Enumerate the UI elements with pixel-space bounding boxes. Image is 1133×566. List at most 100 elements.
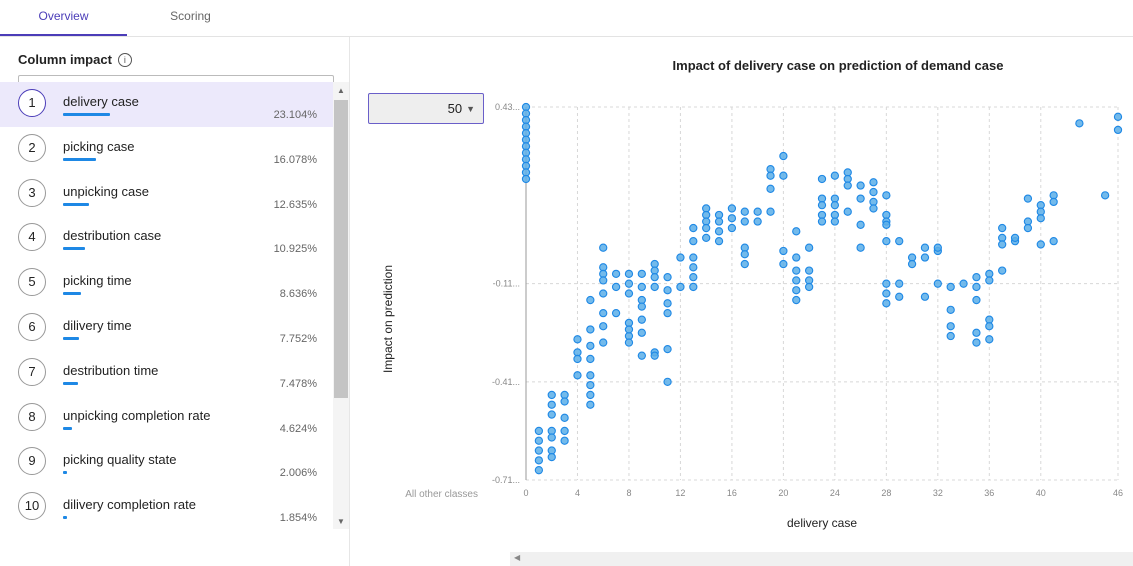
data-point [573,371,582,380]
other-classes-label: All other classes [405,489,478,500]
data-point [753,207,762,216]
impact-bar [63,113,110,116]
column-item[interactable]: 3 unpicking case 12.635% [0,172,333,217]
points-count-dropdown[interactable]: 50 ▼ [368,93,484,124]
impact-bar [63,157,96,161]
impact-bar [63,426,72,430]
impact-percent: 7.478% [279,377,317,390]
data-point [676,282,685,292]
data-point [586,371,595,380]
x-tick-label: 16 [727,488,737,498]
x-tick-label: 36 [984,488,994,498]
data-point [689,253,698,262]
impact-percent: 16.078% [273,153,317,166]
data-point [560,426,569,436]
data-point [534,436,544,445]
data-point [972,295,981,305]
x-tick-label: 28 [881,488,891,498]
column-item[interactable]: 7 destribution time 7.478% [0,351,333,396]
data-point [804,282,814,292]
data-point [959,279,968,288]
scroll-left-arrow-icon[interactable]: ◀ [514,553,521,562]
tab-bar: Overview Scoring [0,0,1133,37]
data-point [869,178,878,187]
data-point [817,174,827,184]
list-scrollbar-thumb[interactable] [334,100,348,398]
x-tick-label: 46 [1113,488,1123,498]
y-tick-label: -0.41... [492,377,520,387]
data-point [779,151,788,161]
data-point [869,187,878,197]
data-point [1010,233,1020,243]
column-item[interactable]: 1 delivery case 23.104% [0,82,333,127]
data-point [689,272,698,282]
data-point [689,223,698,233]
scroll-down-arrow-icon[interactable]: ▼ [337,517,345,526]
column-item[interactable]: 10 dilivery completion rate 1.854% [0,485,333,529]
data-point [946,322,955,331]
data-point [624,279,634,288]
data-point [766,184,775,193]
rank-badge: 10 [18,492,46,521]
data-point [1049,236,1058,246]
data-point [792,295,801,305]
data-point [830,217,840,226]
column-name: destribution case [63,228,162,244]
tab-overview[interactable]: Overview [0,0,127,36]
data-point [714,217,724,226]
column-name: picking case [63,138,135,154]
data-point [689,263,698,272]
data-point [663,272,672,282]
data-point [779,246,788,256]
column-item[interactable]: 6 dilivery time 7.752% [0,306,333,351]
data-point [599,243,608,252]
data-point [521,174,531,184]
data-point [1049,197,1058,207]
data-point [882,191,891,200]
data-point [933,243,942,252]
column-item[interactable]: 9 picking quality state 2.006% [0,440,333,485]
impact-bar [63,381,78,385]
data-point [1023,194,1033,203]
data-point [779,259,788,269]
column-item[interactable]: 4 destribution case 10.925% [0,216,333,261]
data-point [843,207,852,216]
impact-bar [63,337,79,340]
data-point [599,289,608,298]
column-item[interactable]: 8 unpicking completion rate 4.624% [0,396,333,441]
rank-badge: 5 [18,268,46,297]
chart-title: Impact of delivery case on prediction of… [673,58,1004,73]
data-point [637,351,646,360]
rank-badge: 8 [18,402,46,431]
x-tick-label: 32 [933,488,943,498]
chart-horizontal-scrollbar[interactable] [510,552,1133,566]
impact-percent: 4.624% [279,422,317,435]
data-point [856,181,865,190]
info-icon[interactable]: i [117,52,132,67]
rank-badge: 2 [18,133,46,162]
points-count-value: 50 [447,101,463,116]
data-point [882,289,891,298]
scroll-up-arrow-icon[interactable]: ▲ [337,86,345,95]
data-point [727,214,737,223]
data-point [689,282,698,292]
column-name: dilivery time [63,318,132,333]
data-point [624,338,634,347]
data-point [637,328,646,337]
data-point [534,456,544,465]
data-point [663,344,672,354]
data-point [740,217,749,226]
column-item[interactable]: 2 picking case 16.078% [0,127,333,172]
rank-badge: 4 [18,223,46,252]
rank-badge: 9 [18,447,46,476]
data-point [804,243,814,252]
data-point [907,259,917,269]
data-point [920,243,930,252]
data-point [650,282,659,292]
tab-scoring[interactable]: Scoring [170,9,211,23]
column-item[interactable]: 5 picking time 8.636% [0,261,333,306]
data-point [586,390,595,400]
x-tick-label: 24 [830,488,840,498]
impact-bar [63,247,85,251]
data-point [637,302,646,311]
